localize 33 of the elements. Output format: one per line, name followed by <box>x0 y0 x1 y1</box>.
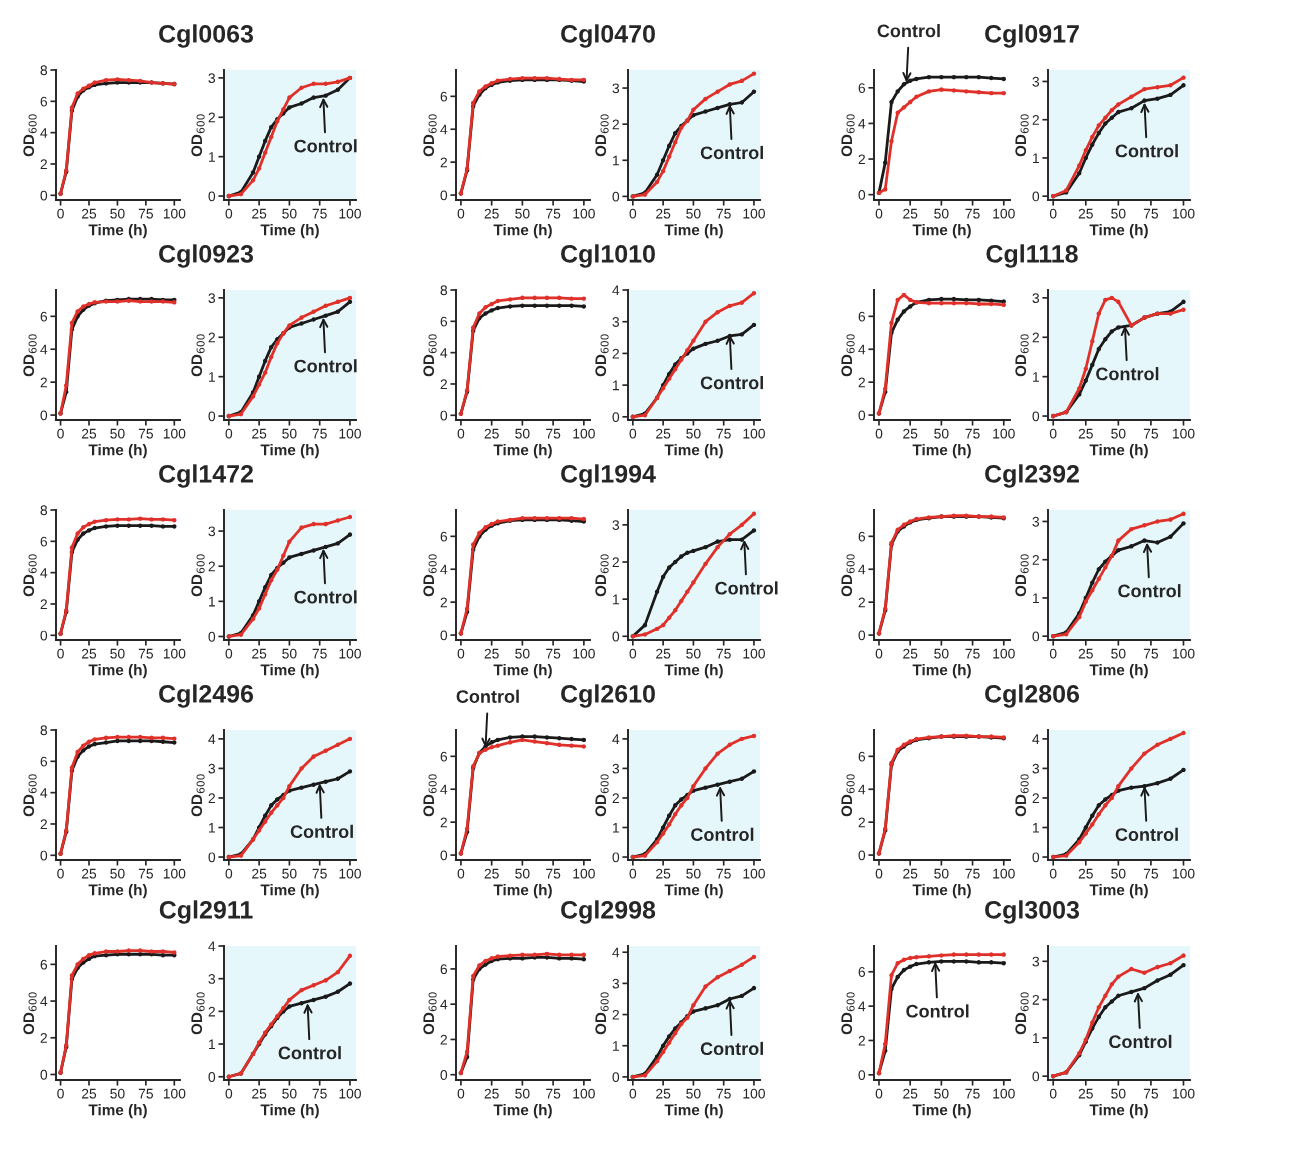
chart-title: Cgl2911 <box>159 900 253 924</box>
chart-title: Cgl1010 <box>561 244 655 268</box>
annotation: Control <box>1096 367 1159 381</box>
annotation: Control <box>877 24 940 38</box>
chart-title: Cgl2392 <box>985 464 1079 488</box>
annotation: Control <box>1109 1034 1172 1049</box>
chart-title: Cgl0917 <box>985 24 1079 48</box>
annotation: Control <box>294 139 357 153</box>
chart-title: Cgl1994 <box>561 464 656 488</box>
chart-title: Cgl2610 <box>561 684 655 708</box>
annotation: Control <box>715 581 778 595</box>
annotation: Control <box>294 359 357 373</box>
annotation: Control <box>294 590 357 604</box>
chart-title: Cgl2496 <box>159 684 254 708</box>
chart-title: Cgl1118 <box>986 244 1078 268</box>
annotation: Control <box>1115 827 1178 841</box>
chart-title: Cgl2998 <box>561 900 656 924</box>
annotation: Control <box>456 689 519 703</box>
annotation: Control <box>278 1046 341 1060</box>
chart-title: Cgl2806 <box>985 684 1080 708</box>
chart-title: Cgl0470 <box>561 24 655 48</box>
annotation: Control <box>700 1041 763 1056</box>
annotation: Control <box>290 824 353 839</box>
annotation: Control <box>1115 144 1178 158</box>
annotation: Control <box>1118 584 1181 598</box>
annotation: Control <box>700 145 763 160</box>
annotation: Control <box>906 1004 969 1018</box>
annotation: Control <box>700 375 763 390</box>
chart-title: Cgl0923 <box>159 244 254 268</box>
chart-title: Cgl1472 <box>159 464 253 488</box>
chart-title: Cgl3003 <box>985 900 1080 924</box>
chart-title: Cgl0063 <box>159 24 254 48</box>
annotation: Control <box>691 827 754 841</box>
